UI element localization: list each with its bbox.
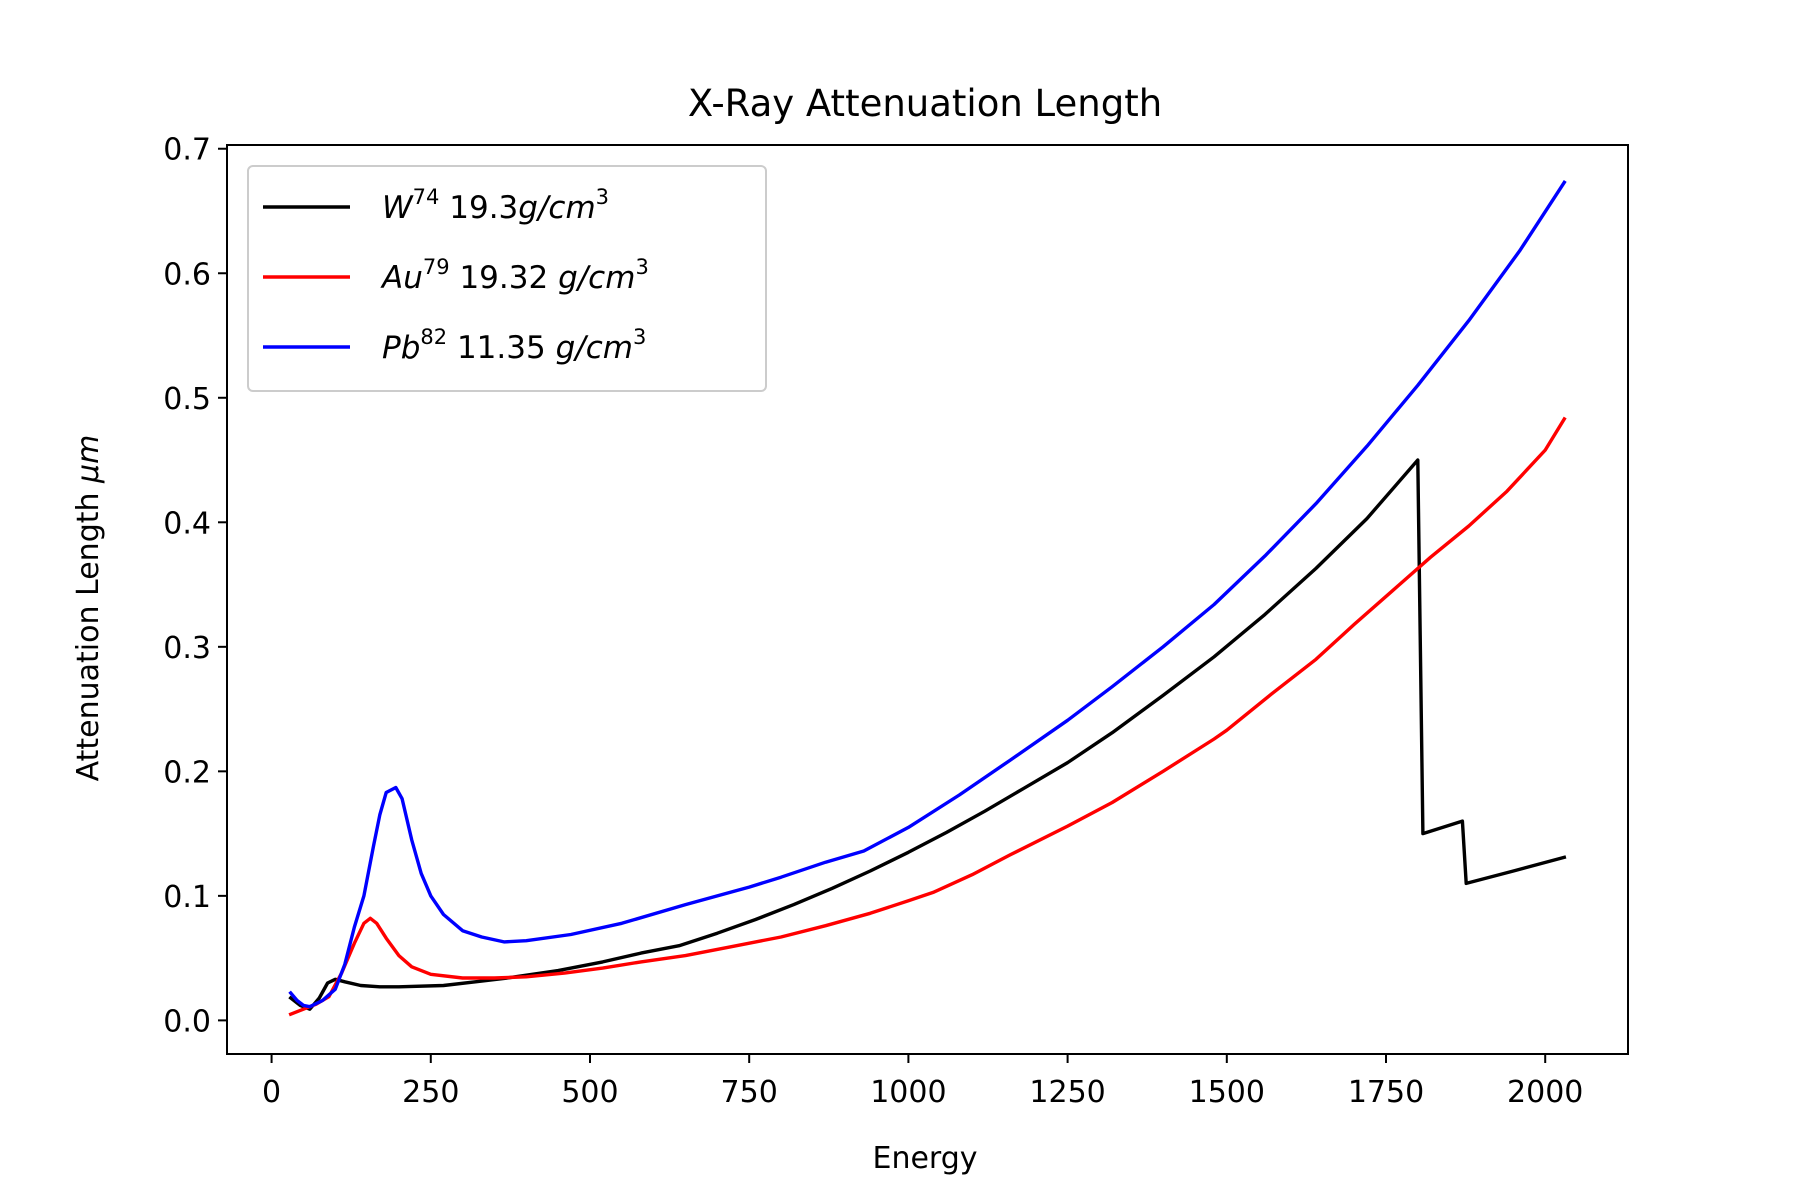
y-tick-label: 0.3 [163, 631, 211, 666]
x-tick-label: 500 [561, 1075, 618, 1110]
x-tick-label: 1500 [1189, 1075, 1265, 1110]
legend-density: 11.35 [447, 330, 555, 366]
legend-box [247, 165, 767, 392]
y-tick-label: 0.4 [163, 506, 211, 541]
y-tick-label: 0.1 [163, 880, 211, 915]
legend-unit: g/cm [518, 190, 595, 226]
y-tick-label: 0.6 [163, 257, 211, 292]
legend-unit: g/cm [556, 330, 633, 366]
y-tick-label: 0.0 [163, 1004, 211, 1039]
y-tick-label: 0.5 [163, 382, 211, 417]
legend-unit-exponent: 3 [596, 185, 609, 209]
x-tick-label: 750 [721, 1075, 778, 1110]
x-axis-label: Energy [872, 1141, 977, 1176]
y-tick-label: 0.7 [163, 133, 211, 168]
y-tick-label: 0.2 [163, 755, 211, 790]
legend-unit-exponent: 3 [635, 255, 648, 279]
x-tick-label: 1750 [1348, 1075, 1424, 1110]
legend-unit: g/cm [558, 260, 635, 296]
x-tick-label: 1250 [1029, 1075, 1105, 1110]
legend-density: 19.32 [450, 260, 558, 296]
x-tick-label: 0 [262, 1075, 281, 1110]
legend-element-symbol: Au [380, 260, 423, 296]
x-tick-label: 1000 [870, 1075, 946, 1110]
x-tick-label: 250 [402, 1075, 459, 1110]
y-axis-label-text: Attenuation Length [71, 492, 106, 781]
legend-atomic-number: 82 [420, 325, 447, 349]
axes: 0 250 500 750 1000 1250 1500 1750 2000 0.0 0.1 0.2 0… [163, 133, 1583, 1110]
series-line-w [288, 458, 1567, 1011]
chart-title: X-Ray Attenuation Length [688, 82, 1162, 125]
legend-entry: Au79 19.32 g/cm3 [380, 255, 649, 296]
legend-entry: W74 19.3g/cm3 [382, 185, 609, 226]
legend-element-symbol: W [382, 190, 414, 226]
legend-element-symbol: Pb [382, 330, 420, 366]
series-line-pb [288, 180, 1567, 1009]
legend-atomic-number: 74 [413, 185, 440, 209]
legend-atomic-number: 79 [423, 255, 450, 279]
legend-unit-exponent: 3 [633, 325, 646, 349]
series-line-au [288, 416, 1567, 1017]
series-lines [288, 180, 1567, 1017]
y-axis-label: Attenuation Length μm [71, 435, 106, 782]
y-axis-label-unit: μm [71, 435, 106, 484]
x-tick-label: 2000 [1507, 1075, 1583, 1110]
legend-density: 19.3 [439, 190, 518, 226]
legend-entry: Pb82 11.35 g/cm3 [382, 325, 646, 366]
plot-frame [226, 144, 1629, 1055]
